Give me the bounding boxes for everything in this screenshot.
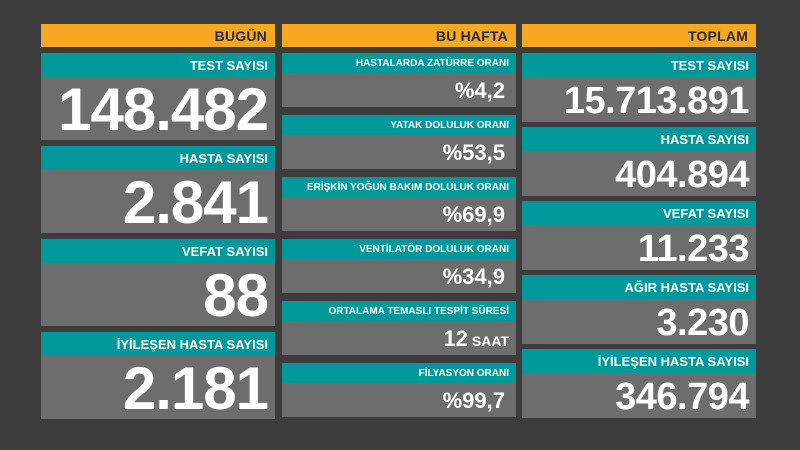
week-pneumonia-value: %4,2 (282, 73, 516, 107)
today-recovered-value: 2.181 (41, 356, 275, 419)
week-ventilator-card: VENTİLATÖR DOLULUK ORANI %34,9 (282, 239, 516, 293)
today-recovered-label: İYİLEŞEN HASTA SAYISI (41, 332, 275, 356)
week-icu-occupancy-label: ERİŞKİN YOĞUN BAKIM DOLULUK ORANI (282, 177, 516, 197)
today-column: BUGÜN TEST SAYISI 148.482 HASTA SAYISI 2… (41, 24, 275, 419)
week-contact-time-number: 12 (443, 326, 468, 351)
week-icu-occupancy-value: %69,9 (282, 197, 516, 231)
week-filiation-label: FİLYASYON ORANI (282, 363, 516, 383)
total-test-value: 15.713.891 (522, 77, 756, 122)
total-cases-card: HASTA SAYISI 404.894 (522, 127, 756, 196)
total-recovered-label: İYİLEŞEN HASTA SAYISI (522, 349, 756, 373)
week-pneumonia-label: HASTALARDA ZATÜRRE ORANI (282, 53, 516, 73)
week-icu-occupancy-card: ERİŞKİN YOĞUN BAKIM DOLULUK ORANI %69,9 (282, 177, 516, 231)
today-test-label: TEST SAYISI (41, 53, 275, 77)
today-cases-label: HASTA SAYISI (41, 146, 275, 170)
week-ventilator-value: %34,9 (282, 259, 516, 293)
today-cases-card: HASTA SAYISI 2.841 (41, 146, 275, 233)
week-contact-time-value: 12 SAAT (282, 321, 516, 355)
total-cases-label: HASTA SAYISI (522, 127, 756, 151)
week-filiation-value: %99,7 (282, 383, 516, 417)
week-header: BU HAFTA (282, 24, 516, 47)
week-filiation-card: FİLYASYON ORANI %99,7 (282, 363, 516, 417)
today-test-value: 148.482 (41, 77, 275, 140)
today-deaths-label: VEFAT SAYISI (41, 239, 275, 263)
total-header: TOPLAM (522, 24, 756, 47)
week-bed-occupancy-value: %53,5 (282, 135, 516, 169)
today-recovered-card: İYİLEŞEN HASTA SAYISI 2.181 (41, 332, 275, 419)
week-pneumonia-number: %4,2 (454, 78, 505, 103)
total-deaths-card: VEFAT SAYISI 11.233 (522, 201, 756, 270)
today-cases-value: 2.841 (41, 170, 275, 233)
week-bed-occupancy-label: YATAK DOLULUK ORANI (282, 115, 516, 135)
week-pneumonia-card: HASTALARDA ZATÜRRE ORANI %4,2 (282, 53, 516, 107)
week-bed-occupancy-card: YATAK DOLULUK ORANI %53,5 (282, 115, 516, 169)
total-column: TOPLAM TEST SAYISI 15.713.891 HASTA SAYI… (522, 24, 756, 418)
total-deaths-label: VEFAT SAYISI (522, 201, 756, 225)
total-critical-card: AĞIR HASTA SAYISI 3.230 (522, 275, 756, 344)
week-filiation-number: %99,7 (442, 388, 505, 413)
week-contact-time-unit: SAAT (471, 333, 509, 349)
today-deaths-value: 88 (41, 263, 275, 326)
total-test-label: TEST SAYISI (522, 53, 756, 77)
total-critical-value: 3.230 (522, 299, 756, 344)
today-test-card: TEST SAYISI 148.482 (41, 53, 275, 140)
today-header: BUGÜN (41, 24, 275, 47)
total-test-card: TEST SAYISI 15.713.891 (522, 53, 756, 122)
week-bed-occupancy-number: %53,5 (442, 140, 505, 165)
week-ventilator-label: VENTİLATÖR DOLULUK ORANI (282, 239, 516, 259)
total-critical-label: AĞIR HASTA SAYISI (522, 275, 756, 299)
total-cases-value: 404.894 (522, 151, 756, 196)
week-icu-occupancy-number: %69,9 (442, 202, 505, 227)
total-deaths-value: 11.233 (522, 225, 756, 270)
total-recovered-card: İYİLEŞEN HASTA SAYISI 346.794 (522, 349, 756, 418)
today-deaths-card: VEFAT SAYISI 88 (41, 239, 275, 326)
week-ventilator-number: %34,9 (442, 264, 505, 289)
week-contact-time-label: ORTALAMA TEMASLI TESPİT SÜRESİ (282, 301, 516, 321)
total-recovered-value: 346.794 (522, 373, 756, 418)
week-column: BU HAFTA HASTALARDA ZATÜRRE ORANI %4,2 Y… (282, 24, 516, 417)
week-contact-time-card: ORTALAMA TEMASLI TESPİT SÜRESİ 12 SAAT (282, 301, 516, 355)
